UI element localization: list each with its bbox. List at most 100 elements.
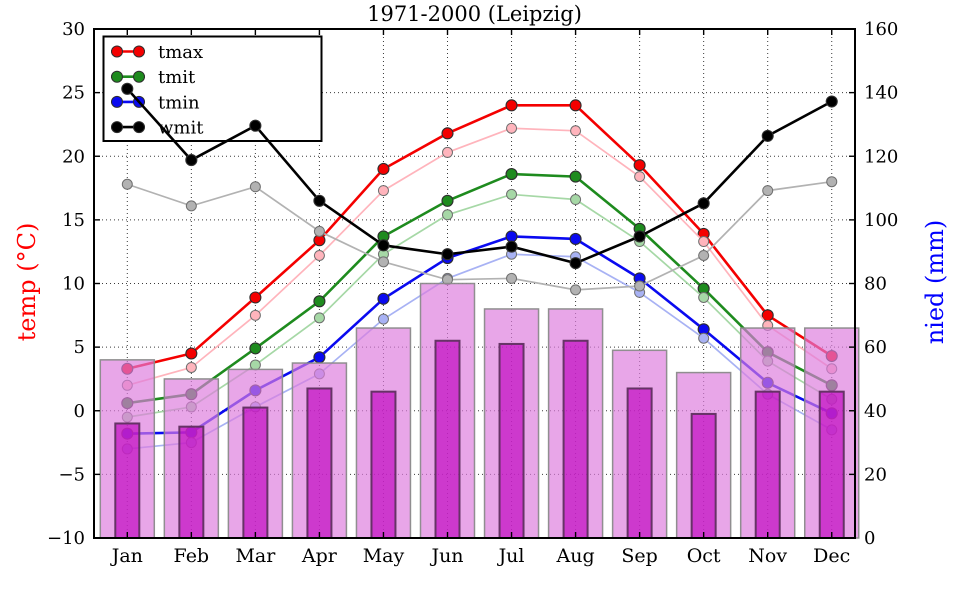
y-left-tick-label: 30 — [62, 19, 85, 40]
legend-label: tmit — [158, 67, 196, 88]
legend-marker-icon — [111, 45, 123, 58]
x-tick-label-Jun: Jun — [429, 545, 463, 567]
data-point-wmit-light — [634, 280, 646, 292]
y-right-tick-label: 160 — [864, 19, 898, 40]
data-point-tmit — [505, 168, 518, 181]
data-point-tmax-light — [442, 146, 453, 158]
data-point-wmit — [633, 230, 646, 243]
legend-marker-icon — [111, 121, 123, 134]
y-right-tick-label: 80 — [864, 274, 887, 295]
chart-title: 1971-2000 (Leipzig) — [367, 2, 582, 26]
data-point-wmit — [377, 239, 390, 252]
data-point-wmit — [249, 119, 262, 132]
data-point-tmax — [185, 347, 198, 360]
bar-nied-narrow-dark-Jan — [114, 422, 141, 540]
x-tick-label-Mar: Mar — [235, 545, 276, 567]
x-tick-label-Jan: Jan — [110, 545, 143, 567]
data-point-wmit-light — [313, 225, 325, 237]
legend-label: tmax — [158, 42, 203, 63]
legend-entry-wmit: wmit — [111, 118, 204, 139]
data-point-tmax-light — [506, 122, 518, 134]
data-point-wmit-light — [826, 176, 838, 188]
legend-marker-icon — [111, 95, 123, 108]
tick-labels: 30 25 20 15 10 5 0 −5 −10 160 140 120 100 80 60 40 20 0 Ja… — [47, 19, 898, 567]
data-point-wmit — [185, 154, 198, 167]
data-point-wmit — [761, 129, 774, 142]
y-left-tick-label: 15 — [62, 210, 85, 231]
x-tick-label-Nov: Nov — [748, 545, 787, 567]
data-point-tmit — [249, 342, 262, 355]
x-tick-label-Sep: Sep — [621, 545, 657, 567]
series-wmit-light — [121, 176, 838, 296]
x-tick-label-Jul: Jul — [497, 545, 525, 567]
y-right-tick-label: 120 — [864, 146, 898, 167]
data-point-tmax-light — [698, 236, 710, 248]
bar-nied-narrow-dark-Nov — [754, 390, 781, 539]
data-point-wmit-light — [762, 185, 774, 197]
legend-entry-tmit: tmit — [111, 67, 196, 88]
data-point-tmax-light — [249, 309, 261, 321]
y-left-tick-label: 25 — [62, 83, 85, 104]
x-tick-label-Apr: Apr — [301, 545, 338, 567]
bar-nied-narrow-dark-Aug — [562, 339, 589, 540]
x-tick-label-Aug: Aug — [556, 545, 595, 567]
legend-entry-tmax: tmax — [111, 42, 203, 63]
data-point-tmit — [441, 194, 454, 207]
bar-nied-narrow-dark-Jun — [434, 339, 461, 540]
y-left-tick-label: −10 — [47, 528, 85, 549]
bar-nied-narrow-dark-Mar — [242, 406, 269, 539]
y-left-tick-label: −5 — [58, 464, 85, 485]
y-right-tick-label: 60 — [864, 337, 887, 358]
data-point-wmit-light — [570, 284, 582, 296]
bar-nied-narrow-dark-Apr — [306, 387, 333, 540]
data-point-tmax — [569, 99, 582, 112]
y-right-tick-label: 40 — [864, 401, 887, 422]
x-tick-label-May: May — [363, 545, 405, 567]
legend-marker-icon — [111, 70, 123, 83]
data-point-wmit — [825, 95, 838, 108]
data-point-tmit-light — [313, 312, 325, 324]
data-point-tmit-light — [570, 194, 582, 206]
data-point-tmin — [505, 230, 518, 243]
data-point-tmit-light — [442, 209, 453, 221]
y-left-tick-label: 5 — [74, 337, 85, 358]
data-point-tmit — [569, 170, 582, 183]
x-tick-label-Feb: Feb — [174, 545, 210, 567]
legend-marker-icon — [133, 70, 145, 83]
bar-nied-narrow-dark-Dec — [818, 390, 845, 539]
data-point-tmin — [313, 351, 326, 364]
legend: tmax tmit tmin wmit — [102, 35, 323, 142]
data-point-tmax — [377, 162, 390, 176]
y-right-tick-label: 100 — [864, 210, 898, 231]
data-point-tmax — [441, 127, 454, 140]
x-tick-label-Dec: Dec — [813, 545, 850, 567]
data-point-wmit — [697, 197, 710, 210]
data-point-wmit-light — [698, 250, 710, 262]
data-point-wmit-light — [121, 178, 133, 190]
data-point-wmit-light — [506, 272, 518, 284]
data-point-tmax-light — [377, 185, 389, 197]
y-right-tick-label: 0 — [864, 528, 875, 549]
x-tick-label-Oct: Oct — [687, 545, 721, 567]
data-point-tmax-light — [185, 361, 197, 373]
data-point-tmax — [249, 291, 262, 304]
legend-marker-icon — [133, 121, 145, 134]
data-point-wmit — [121, 82, 134, 95]
data-point-tmax-light — [313, 250, 325, 262]
data-point-tmit-light — [506, 188, 518, 200]
data-point-wmit — [313, 194, 326, 207]
data-point-wmit — [569, 257, 582, 270]
series-wmit — [121, 82, 838, 270]
y-left-tick-label: 10 — [62, 274, 85, 295]
bar-nied-narrow-dark-Oct — [690, 412, 717, 539]
bars-nied-wide-light — [99, 282, 860, 539]
data-point-wmit-light — [249, 181, 261, 193]
legend-marker-icon — [133, 45, 145, 58]
legend-label: wmit — [158, 118, 204, 139]
data-point-tmin — [569, 232, 582, 246]
data-point-wmit — [505, 240, 518, 253]
data-point-tmax — [633, 159, 646, 172]
data-point-wmit — [441, 248, 454, 261]
